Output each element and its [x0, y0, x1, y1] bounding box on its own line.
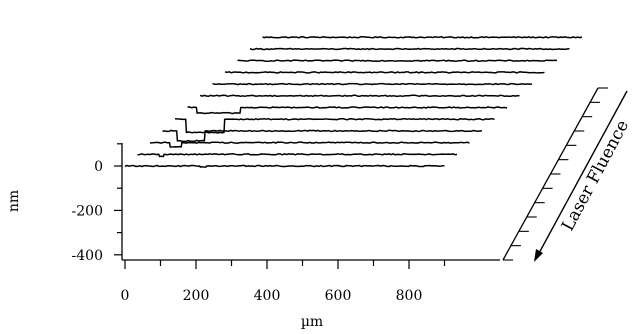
series-line-7 [174, 117, 495, 134]
profile-traces [124, 35, 583, 168]
x-tick-label: 600 [325, 288, 352, 304]
fluence-arrow-head [534, 249, 543, 262]
series-line-1 [249, 47, 570, 51]
series-line-11 [124, 164, 445, 168]
x-tick-label: 800 [396, 288, 423, 304]
depth-axis: Laser Fluence [502, 87, 633, 262]
series-line-4 [212, 82, 533, 86]
series-line-3 [224, 71, 545, 74]
series-line-2 [237, 59, 558, 63]
y-tick-label: -200 [72, 203, 103, 219]
x-axis-title: µm [301, 314, 323, 330]
series-line-5 [199, 94, 520, 98]
y-ticks: 0 -200 -400 [72, 143, 122, 264]
series-line-8 [162, 129, 483, 143]
fluence-label: Laser Fluence [558, 117, 633, 235]
front-axes: 0 -200 -400 0 200 400 600 800 [72, 143, 500, 304]
series-line-6 [187, 106, 508, 115]
x-ticks: 0 200 400 600 800 [121, 260, 446, 304]
fluence-arrow-shaft [537, 90, 628, 256]
y-axis-title: nm [6, 190, 22, 212]
x-tick-label: 200 [183, 288, 210, 304]
y-tick-label: -400 [72, 248, 103, 264]
series-line-0 [262, 35, 583, 39]
x-tick-label: 400 [254, 288, 281, 304]
series-line-9 [149, 141, 470, 148]
y-tick-label: 0 [94, 159, 103, 175]
series-line-10 [137, 152, 458, 158]
depth-ticks [503, 87, 608, 261]
x-tick-label: 0 [121, 288, 130, 304]
